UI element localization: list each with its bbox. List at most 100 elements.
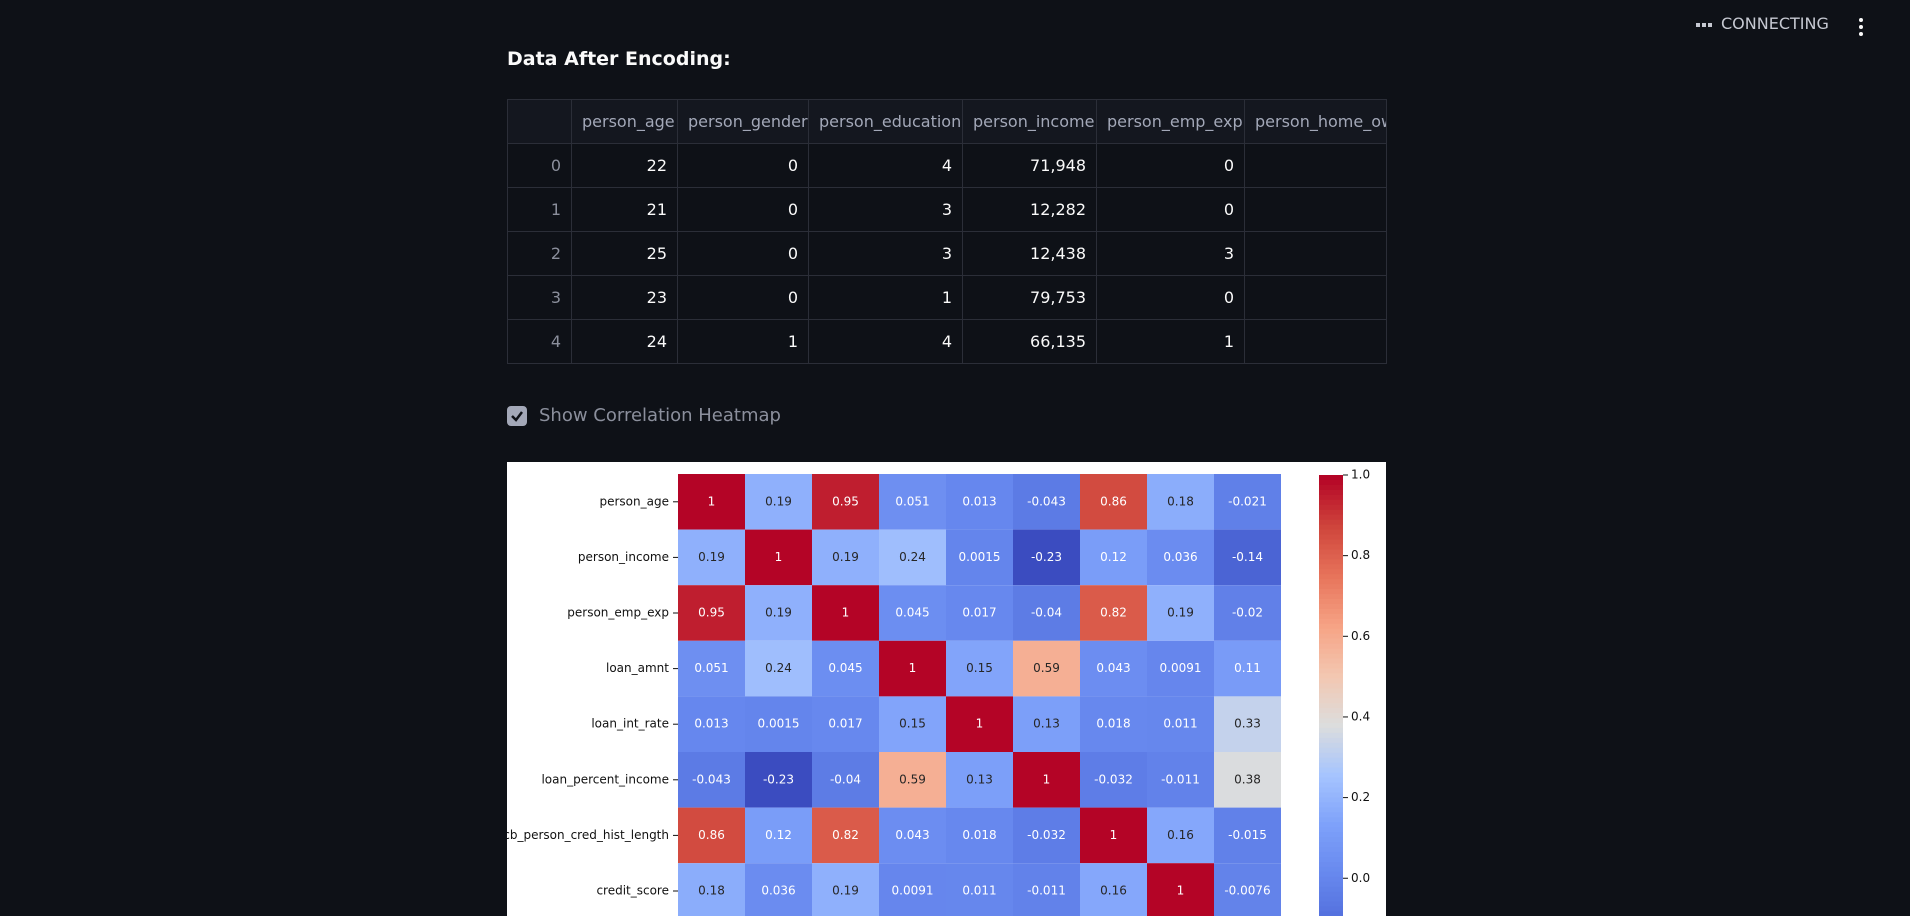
heat-cell: [946, 863, 1013, 916]
cell-label: 0.19: [832, 550, 859, 564]
cell-label: 0.16: [1167, 828, 1194, 842]
cell-label: 0.18: [1167, 494, 1194, 508]
heat-cell: [1214, 863, 1281, 916]
cell-label: 0.013: [694, 717, 728, 731]
colorbar-segment: [1319, 514, 1343, 521]
cell-label: 0.95: [698, 606, 725, 620]
cell: 0: [1096, 275, 1245, 320]
cell: 0: [677, 275, 809, 320]
heat-cell: [745, 640, 812, 697]
heat-cell: [1013, 474, 1080, 530]
heat-cell: [678, 529, 745, 586]
colorbar-tick-label: 1.0: [1351, 468, 1370, 482]
colorbar-segment: [1319, 737, 1343, 744]
heat-cell: [1147, 696, 1214, 752]
column-header: person_gender: [677, 99, 809, 144]
heat-cell: [812, 863, 879, 916]
heat-cell: [1147, 640, 1214, 697]
table-row: 1 21 0 3 12,282 0: [507, 187, 1387, 232]
cell-label: 1: [1177, 884, 1185, 898]
colorbar-segment: [1319, 574, 1343, 580]
row-label: person_age: [600, 494, 670, 508]
colorbar-segment: [1319, 519, 1343, 526]
column-header: person_income: [962, 99, 1097, 144]
heat-cell: [745, 752, 812, 808]
cell-label: 0.86: [698, 828, 725, 842]
colorbar-segment: [1319, 802, 1343, 808]
colorbar-segment: [1319, 901, 1343, 908]
colorbar-segment: [1319, 693, 1343, 699]
cell-label: 0.043: [895, 828, 929, 842]
cell-label: 0.036: [761, 884, 795, 898]
cell-label: 0.0091: [1160, 661, 1202, 675]
heat-cell: [812, 529, 879, 586]
checkbox-label[interactable]: Show Correlation Heatmap: [539, 405, 781, 426]
colorbar-segment: [1319, 599, 1343, 605]
colorbar-segment: [1319, 886, 1343, 893]
cell-label: 0.051: [694, 661, 728, 675]
cell: 0: [677, 187, 809, 232]
colorbar-segment: [1319, 822, 1343, 828]
heat-cell: [812, 585, 879, 641]
row-label: loan_int_rate: [591, 717, 669, 731]
heat-cell: [678, 585, 745, 641]
cell-label: -0.015: [1228, 828, 1267, 842]
cell: 1: [677, 319, 809, 364]
cell: [1244, 187, 1387, 232]
heat-cell: [879, 807, 946, 864]
colorbar-tick-label: 0.8: [1351, 548, 1370, 562]
index-header: [507, 99, 572, 144]
cell-label: -0.23: [1031, 550, 1062, 564]
heat-cell: [812, 474, 879, 530]
colorbar-segment: [1319, 727, 1343, 734]
colorbar-segment: [1319, 856, 1343, 863]
cell-label: 0.18: [698, 884, 725, 898]
colorbar-segment: [1319, 851, 1343, 858]
colorbar-segment: [1319, 752, 1343, 759]
cell-label: 0.82: [832, 828, 859, 842]
cell: 21: [571, 187, 678, 232]
cell-label: 0.017: [962, 606, 996, 620]
cell: 0: [1096, 187, 1245, 232]
column-header: person_home_ow: [1244, 99, 1387, 144]
colorbar-segment: [1319, 678, 1343, 684]
heatmap: person_age 1 0.19 0.95 0.051 0.013 -0.043 0.86 0…: [507, 462, 1386, 916]
heat-cell: [1214, 529, 1281, 586]
cell-label: 1: [775, 550, 783, 564]
heat-cell: [1080, 807, 1147, 864]
cell-label: 0.59: [899, 772, 926, 786]
cell-label: -0.021: [1228, 494, 1267, 508]
colorbar-segment: [1319, 504, 1343, 511]
colorbar-segment: [1319, 633, 1343, 640]
colorbar-segment: [1319, 564, 1343, 570]
colorbar-segment: [1319, 698, 1343, 704]
colorbar-segment: [1319, 777, 1343, 784]
colorbar-segment: [1319, 584, 1343, 590]
colorbar-segment: [1319, 544, 1343, 550]
cell: 12,438: [962, 231, 1097, 276]
main-menu[interactable]: [1857, 17, 1865, 37]
row-index: 3: [507, 275, 572, 320]
heat-cell: [678, 696, 745, 752]
colorbar-segment: [1319, 594, 1343, 600]
heat-cell: [678, 640, 745, 697]
colorbar-segment: [1319, 569, 1343, 575]
section-title: Data After Encoding:: [507, 48, 731, 70]
colorbar-segment: [1319, 812, 1343, 818]
cell-label: -0.032: [1094, 772, 1133, 786]
cell: 4: [808, 143, 963, 188]
checkbox[interactable]: [507, 406, 527, 426]
heat-cell: [1080, 474, 1147, 530]
row-index: 4: [507, 319, 572, 364]
cell-label: -0.14: [1232, 550, 1263, 564]
cell-label: 0.0091: [892, 884, 934, 898]
colorbar-segment: [1319, 861, 1343, 868]
colorbar-segment: [1319, 762, 1343, 769]
colorbar-segment: [1319, 509, 1343, 516]
cell-label: 0.11: [1234, 661, 1261, 675]
heat-cell: [1214, 752, 1281, 808]
colorbar-tick-label: 0.2: [1351, 790, 1370, 804]
cell-label: -0.011: [1027, 884, 1066, 898]
cell-label: 0.59: [1033, 661, 1060, 675]
cell-label: 0.24: [765, 661, 792, 675]
